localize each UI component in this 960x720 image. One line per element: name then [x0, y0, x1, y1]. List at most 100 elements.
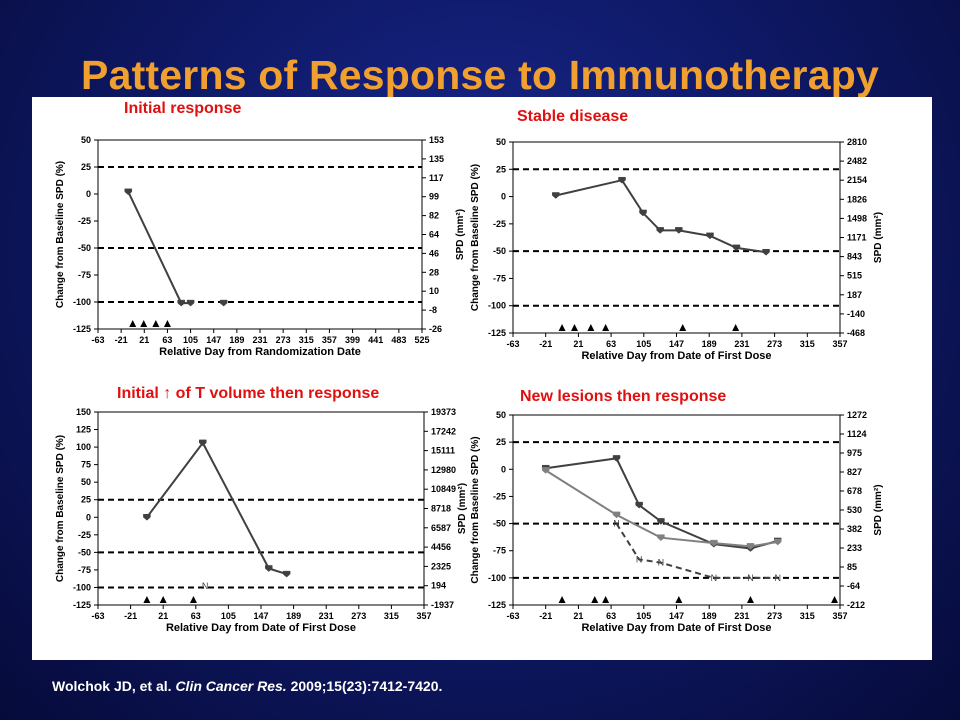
chart-title-initial-response: Initial response: [124, 100, 242, 117]
chart2-xtick-label-4: 105: [221, 611, 236, 621]
chart1-y2-axis-label: SPD (mm²): [873, 212, 884, 263]
citation-journal: Clin Cancer Res.: [175, 678, 287, 694]
chart3-y2tick-label-4: 678: [847, 486, 862, 496]
chart1-dose-triangle-3: [602, 324, 610, 331]
chart3-plot-frame: [512, 414, 841, 606]
chart3-y2tick-label-10: -212: [847, 600, 865, 610]
chart-title-new-lesions: New lesions then response: [520, 388, 727, 405]
chart3-series-2-point-2: N: [658, 558, 665, 568]
chart3-series-1-point-1: [612, 511, 621, 519]
chart0-series-0-point-1: [177, 299, 185, 307]
chart2-y2tick-label-7: 4456: [431, 542, 451, 552]
chart2-xtick-label-6: 189: [286, 611, 301, 621]
chart0-xtick-label-14: 525: [414, 335, 429, 345]
chart3-y2tick-label-7: 233: [847, 543, 862, 553]
chart0-y2tick-label-4: 82: [429, 211, 439, 221]
chart1-xtick-label-1: -21: [539, 339, 552, 349]
chart1-xtick-label-0: -63: [506, 339, 519, 349]
chart1-x-axis-label: Relative Day from Date of First Dose: [581, 350, 771, 362]
chart1-ytick-label-2: 0: [501, 192, 506, 202]
chart3-y2tick-label-9: -64: [847, 581, 860, 591]
chart2-xtick-label-1: -21: [124, 611, 137, 621]
chart2-ytick-label-1: 125: [76, 425, 91, 435]
chart3-series-2-point-4: N: [747, 573, 754, 583]
chart0-xtick-label-5: 147: [206, 335, 221, 345]
chart1-series-0-line: [555, 179, 767, 254]
chart1-dose-triangle-0: [558, 324, 566, 331]
chart3-y2tick-label-1: 1124: [847, 429, 867, 439]
chart0-series-1-point-0: [219, 299, 228, 307]
chart0-plot-frame: [97, 139, 423, 330]
chart0-xtick-label-11: 399: [345, 335, 360, 345]
chart1-y2tick-label-0: 2810: [847, 137, 867, 147]
chart3-dose-triangle-1: [591, 596, 599, 603]
chart2-y2tick-label-2: 15111: [431, 446, 455, 456]
chart0-series-0-point-0: [124, 188, 133, 196]
chart1-plot-frame: [512, 141, 841, 334]
chart1-ytick-label-5: -75: [493, 273, 506, 283]
chart2-dose-triangle-1: [159, 596, 167, 603]
chart0-xtick-label-9: 315: [299, 335, 314, 345]
chart1-xtick-label-8: 273: [767, 339, 782, 349]
chart1-series-0-point-6: [732, 244, 741, 252]
chart3-ytick-label-6: -100: [488, 573, 506, 583]
chart0-y-axis-label: Change from Baseline SPD (%): [55, 161, 66, 308]
chart1-series-0-point-2: [639, 209, 647, 217]
chart2-series-0-point-0: [143, 514, 151, 521]
chart2-dose-triangle-2: [189, 596, 197, 603]
chart1-ytick-label-0: 50: [496, 137, 506, 147]
chart0-xtick-label-0: -63: [91, 335, 104, 345]
chart3-dose-triangle-4: [746, 596, 754, 603]
chart1-ytick-label-3: -25: [493, 219, 506, 229]
chart2-ytick-label-10: -100: [73, 582, 91, 592]
chart1-ytick-label-1: 25: [496, 164, 506, 174]
chart2-n-marker-0: N: [202, 581, 209, 591]
chart1-y2tick-label-5: 1171: [847, 233, 867, 243]
chart1-series-0-point-3: [656, 227, 664, 234]
chart3-series-1-line: [545, 469, 778, 548]
citation: Wolchok JD, et al. Clin Cancer Res. 2009…: [52, 678, 442, 694]
chart1-y-axis-label: Change from Baseline SPD (%): [470, 164, 481, 311]
chart3-xtick-label-10: 357: [832, 611, 847, 621]
chart0-ytick-label-6: -100: [73, 297, 91, 307]
chart1-xtick-label-4: 105: [636, 339, 651, 349]
chart1-series-0-point-0: [552, 192, 560, 199]
chart3-ytick-label-1: 25: [496, 437, 506, 447]
chart0-xtick-label-3: 63: [162, 335, 172, 345]
chart2-series-0-point-2: [265, 565, 273, 572]
chart3-dose-triangle-3: [675, 596, 683, 603]
chart0-xtick-label-1: -21: [115, 335, 128, 345]
chart2-ytick-label-9: -75: [78, 565, 91, 575]
chart3-series-2-point-5: N: [774, 573, 781, 583]
chart1-xtick-label-2: 21: [573, 339, 583, 349]
chart1-ytick-label-6: -100: [488, 301, 506, 311]
chart0-xtick-label-10: 357: [322, 335, 337, 345]
chart3-y2tick-label-3: 827: [847, 467, 862, 477]
chart1-y2tick-label-2: 2154: [847, 175, 867, 185]
chart2-y2tick-label-10: -1937: [431, 600, 454, 610]
chart0-ytick-label-7: -125: [73, 324, 91, 334]
chart2-ytick-label-7: -25: [78, 530, 91, 540]
chart0-y2tick-label-3: 99: [429, 192, 439, 202]
chart-title-initial-increase: Initial ↑ of T volume then response: [117, 385, 380, 402]
chart3-ytick-label-7: -125: [488, 600, 506, 610]
chart2-ytick-label-6: 0: [86, 512, 91, 522]
chart3-dose-triangle-0: [558, 596, 566, 603]
chart1-ytick-label-4: -50: [493, 246, 506, 256]
chart0-y2tick-label-5: 64: [429, 230, 439, 240]
chart2-y2tick-label-6: 6587: [431, 523, 451, 533]
chart0-y2tick-label-0: 153: [429, 135, 444, 145]
chart2-xtick-label-0: -63: [91, 611, 104, 621]
chart3-series-2-point-3: N: [711, 573, 718, 583]
chart2-y2tick-label-8: 2325: [431, 561, 451, 571]
chart0-series-0-point-2: [186, 299, 195, 307]
chart2-y2tick-label-9: 194: [431, 581, 446, 591]
chart3-y2tick-label-2: 975: [847, 448, 862, 458]
chart3-y2tick-label-8: 85: [847, 562, 857, 572]
chart2-xtick-label-7: 231: [319, 611, 334, 621]
chart0-y2-axis-label: SPD (mm²): [455, 209, 466, 260]
chart2-plot-frame: [97, 411, 425, 606]
chart3-xtick-label-1: -21: [539, 611, 552, 621]
chart3-series-1-point-3: [710, 539, 718, 547]
chart3-y2-axis-label: SPD (mm²): [873, 484, 884, 535]
